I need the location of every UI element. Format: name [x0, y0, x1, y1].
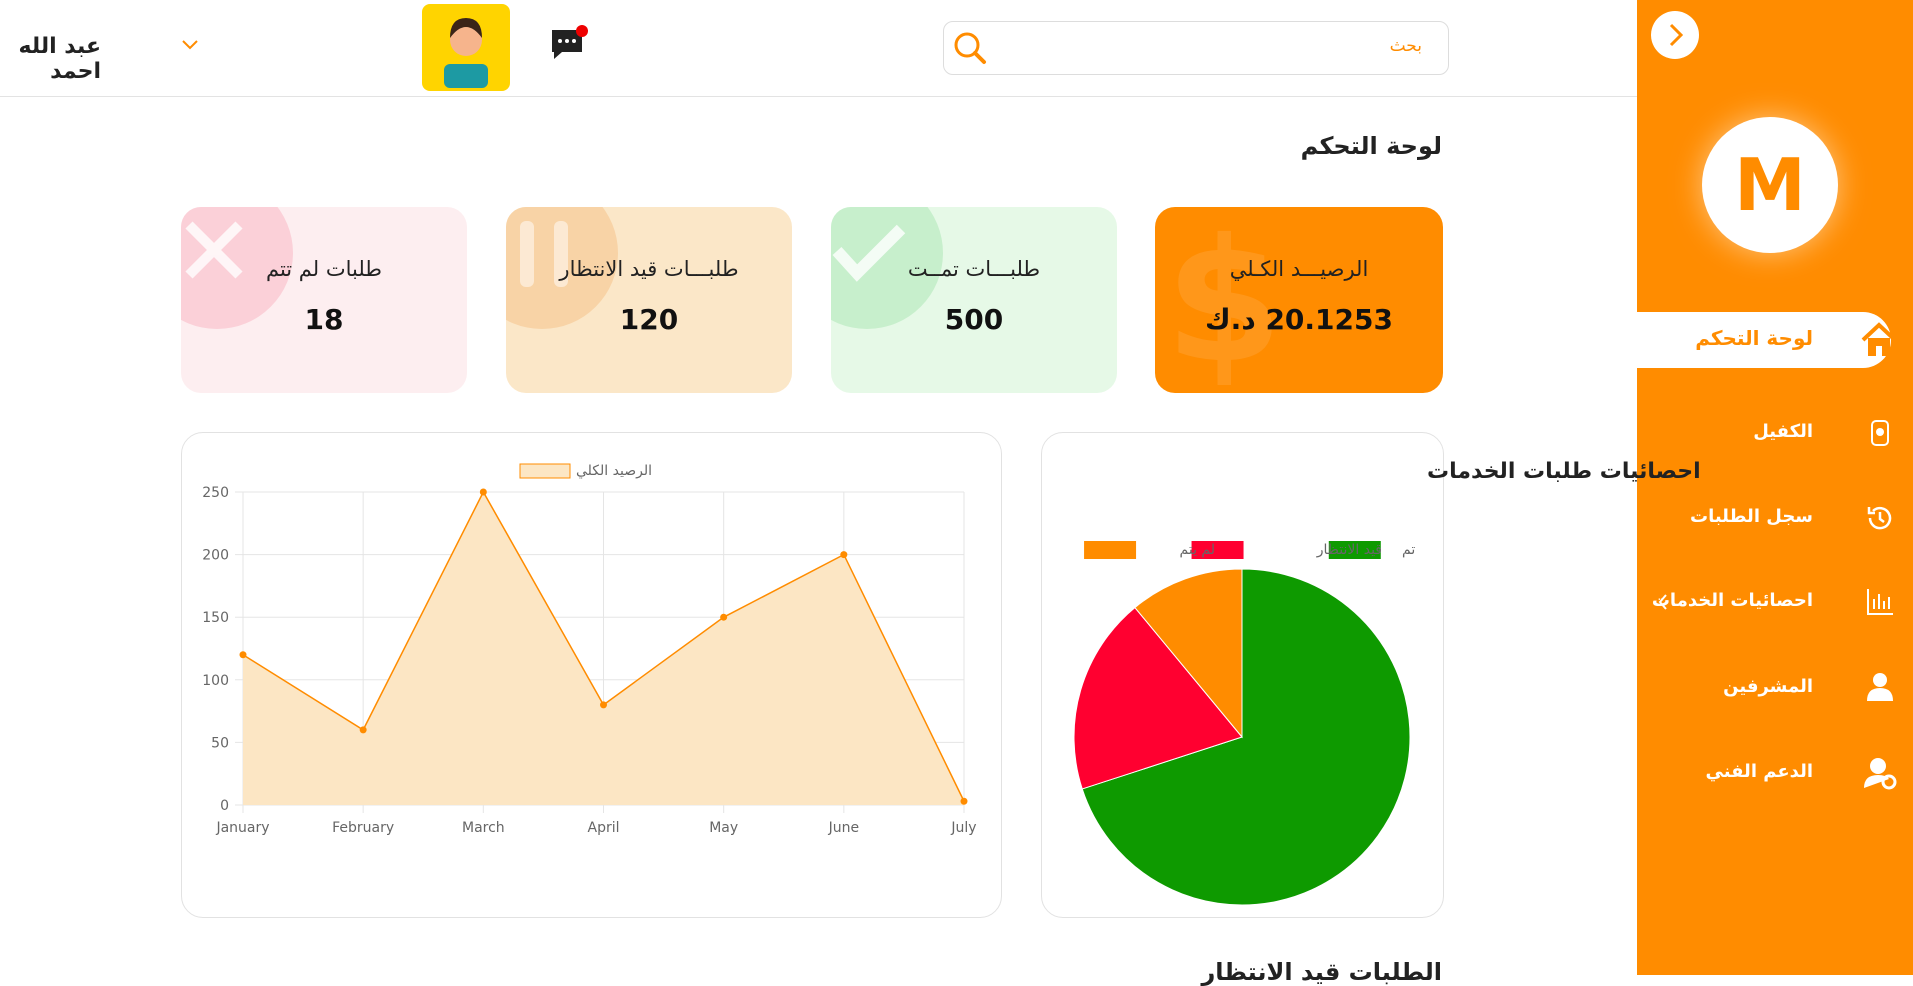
legend-swatch — [519, 463, 571, 479]
menu-item[interactable]: سجل الطلبات — [1689, 506, 1813, 527]
card-watermark: $ — [1165, 207, 1284, 393]
x-tick-label: July — [950, 820, 976, 836]
y-tick-label: 100 — [202, 673, 229, 689]
sidebar-toggle[interactable] — [1650, 10, 1700, 60]
area — [243, 492, 964, 805]
menu-icon — [1871, 420, 1889, 446]
menu-icon — [1867, 673, 1893, 701]
y-tick-label: 200 — [202, 548, 229, 564]
stat-card: $ الرصيـــد الكـلي 20.1253 د.ك — [1155, 207, 1443, 393]
y-tick-label: 50 — [211, 735, 229, 751]
stat-card: طلبات لم تتم 18 — [181, 207, 467, 393]
user-dropdown[interactable] — [180, 38, 200, 52]
search-box[interactable]: بحث — [943, 21, 1449, 75]
card-label: طلبـــات تمــت — [907, 257, 1041, 281]
search-icon — [954, 32, 986, 64]
menu-item[interactable]: لوحة التحكم — [1695, 326, 1813, 350]
point — [600, 701, 607, 709]
menu-icon — [1867, 589, 1893, 615]
stat-card: طلبـــات تمــت 500 — [831, 207, 1117, 393]
y-tick-label: 150 — [202, 610, 229, 626]
card-label: طلبـــات قيد الانتظار — [559, 257, 739, 281]
chat-icon[interactable] — [548, 24, 590, 66]
y-tick-label: 0 — [220, 798, 229, 814]
menu-item[interactable]: الكفيل — [1753, 421, 1813, 442]
legend-label: لم يتم — [1180, 542, 1215, 558]
card-value: 500 — [944, 303, 1004, 336]
pie-slice — [1134, 568, 1243, 739]
point — [720, 613, 728, 621]
point — [479, 488, 487, 496]
y-tick-label: 250 — [202, 485, 229, 501]
top-bar: بحث عبد الله احمد — [0, 0, 1637, 97]
point — [359, 726, 367, 734]
card-label: الرصيـــد الكـلي — [1229, 257, 1369, 281]
legend-swatch — [1191, 541, 1244, 559]
menu-item[interactable]: المشرفين — [1723, 676, 1813, 697]
menu-item[interactable]: احصائيات الخدمات — [1651, 590, 1813, 611]
x-tick-label: June — [828, 820, 860, 836]
legend-swatch — [1084, 541, 1137, 559]
sidebar: M لوحة التحكم الكفيل سجل الطلبات احصائيا… — [1637, 0, 1913, 975]
x-tick-label: April — [588, 820, 620, 836]
point — [840, 551, 848, 559]
pie-title: احصائيات طلبات الخدمات — [1427, 459, 1701, 484]
legend-label: الرصيد الكلي — [576, 463, 652, 479]
avatar[interactable] — [422, 4, 510, 91]
card-icon — [181, 207, 293, 329]
active-menu-bg — [1637, 312, 1891, 368]
card-value: 120 — [619, 303, 679, 336]
x-tick-label: February — [332, 820, 394, 836]
user-name: عبد الله احمد — [18, 34, 102, 84]
search-placeholder: بحث — [1389, 36, 1422, 56]
stat-card: طلبـــات قيد الانتظار 120 — [506, 207, 792, 393]
legend-label: تم — [1402, 542, 1415, 558]
legend-label: قيد الانتظار — [1316, 542, 1382, 558]
menu-icon — [1867, 506, 1892, 530]
submenu-arrow[interactable] — [1655, 592, 1671, 612]
pie-slice — [1081, 568, 1411, 906]
menu-item[interactable]: الدعم الفني — [1705, 761, 1813, 782]
page-title: لوحة التحكم — [1300, 132, 1442, 160]
card-value: 20.1253 د.ك — [1205, 303, 1393, 336]
point — [239, 651, 247, 659]
x-tick-label: May — [709, 820, 738, 836]
menu-icon — [1864, 758, 1897, 790]
home-icon — [1861, 322, 1897, 356]
card-icon — [831, 207, 943, 329]
logo: M — [1702, 117, 1838, 253]
pie-slice — [1073, 606, 1243, 790]
point — [960, 797, 968, 805]
x-tick-label: January — [215, 820, 269, 836]
card-icon — [506, 207, 618, 329]
card-label: طلبات لم تتم — [265, 257, 383, 281]
legend-swatch — [1328, 541, 1381, 559]
card-value: 18 — [304, 303, 344, 336]
x-tick-label: March — [462, 820, 505, 836]
